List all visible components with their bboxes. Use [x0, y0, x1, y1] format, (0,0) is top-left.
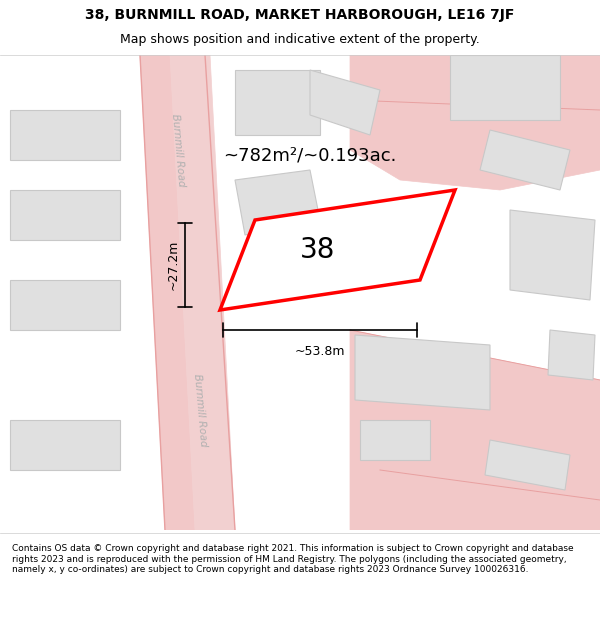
- Polygon shape: [10, 110, 120, 160]
- Text: Map shows position and indicative extent of the property.: Map shows position and indicative extent…: [120, 33, 480, 46]
- Polygon shape: [310, 70, 380, 135]
- Text: Contains OS data © Crown copyright and database right 2021. This information is : Contains OS data © Crown copyright and d…: [12, 544, 574, 574]
- Polygon shape: [10, 420, 120, 470]
- Polygon shape: [350, 330, 600, 530]
- Polygon shape: [10, 190, 120, 240]
- Polygon shape: [510, 210, 595, 300]
- Polygon shape: [245, 250, 320, 300]
- Text: Burnmill Road: Burnmill Road: [170, 113, 186, 187]
- Polygon shape: [235, 70, 320, 135]
- Text: 38: 38: [300, 236, 335, 264]
- Text: ~782m²/~0.193ac.: ~782m²/~0.193ac.: [223, 146, 397, 164]
- Text: ~53.8m: ~53.8m: [295, 345, 345, 358]
- Polygon shape: [140, 55, 195, 530]
- Polygon shape: [350, 55, 600, 190]
- Polygon shape: [480, 130, 570, 190]
- Polygon shape: [220, 190, 455, 310]
- Polygon shape: [170, 55, 235, 530]
- Polygon shape: [548, 330, 595, 380]
- Text: Burnmill Road: Burnmill Road: [192, 373, 208, 447]
- Text: 38, BURNMILL ROAD, MARKET HARBOROUGH, LE16 7JF: 38, BURNMILL ROAD, MARKET HARBOROUGH, LE…: [85, 8, 515, 22]
- Polygon shape: [450, 55, 560, 120]
- Polygon shape: [360, 420, 430, 460]
- Polygon shape: [355, 335, 490, 410]
- Text: ~27.2m: ~27.2m: [167, 240, 180, 290]
- Polygon shape: [485, 440, 570, 490]
- Polygon shape: [235, 170, 320, 235]
- Polygon shape: [10, 280, 120, 330]
